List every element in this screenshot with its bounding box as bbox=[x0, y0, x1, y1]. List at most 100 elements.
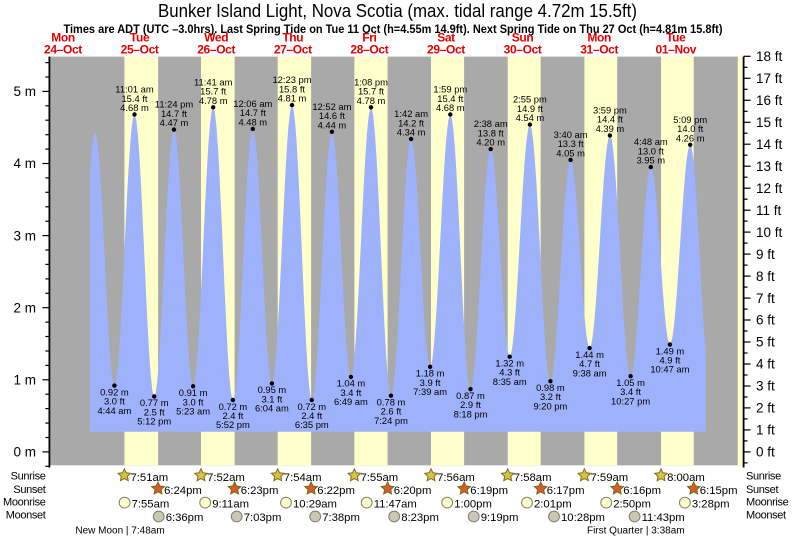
svg-text:17 ft: 17 ft bbox=[756, 71, 783, 86]
svg-text:12:52 am: 12:52 am bbox=[312, 101, 351, 112]
svg-text:2:50pm: 2:50pm bbox=[613, 499, 651, 511]
svg-text:Moonset: Moonset bbox=[6, 509, 46, 521]
svg-text:7:38pm: 7:38pm bbox=[322, 512, 360, 524]
svg-text:25–Oct: 25–Oct bbox=[121, 42, 159, 56]
svg-text:1 ft: 1 ft bbox=[756, 423, 775, 438]
svg-text:12:23 pm: 12:23 pm bbox=[272, 74, 311, 85]
svg-text:4.47 m: 4.47 m bbox=[160, 117, 189, 128]
svg-text:14.7 ft: 14.7 ft bbox=[161, 108, 187, 119]
svg-text:Moonrise: Moonrise bbox=[3, 497, 46, 509]
svg-text:8:18 pm: 8:18 pm bbox=[454, 408, 488, 419]
svg-text:0.98 m: 0.98 m bbox=[536, 382, 565, 393]
svg-text:11:41 am: 11:41 am bbox=[194, 76, 233, 87]
svg-text:30–Oct: 30–Oct bbox=[504, 42, 542, 56]
svg-text:7:51am: 7:51am bbox=[131, 472, 169, 484]
svg-text:4.3 ft: 4.3 ft bbox=[499, 367, 520, 378]
svg-text:3.4 ft: 3.4 ft bbox=[620, 386, 641, 397]
svg-text:5:23 am: 5:23 am bbox=[176, 406, 210, 417]
svg-text:4.05 m: 4.05 m bbox=[556, 147, 585, 158]
svg-text:1:08 pm: 1:08 pm bbox=[354, 76, 388, 87]
svg-text:6:15pm: 6:15pm bbox=[700, 485, 738, 497]
svg-text:4.68 m: 4.68 m bbox=[436, 102, 465, 113]
svg-text:0.72 m: 0.72 m bbox=[297, 401, 326, 412]
svg-text:4.20 m: 4.20 m bbox=[476, 137, 505, 148]
svg-text:4.68 m: 4.68 m bbox=[120, 102, 149, 113]
svg-text:0 ft: 0 ft bbox=[756, 445, 775, 460]
svg-text:Sunset: Sunset bbox=[746, 484, 778, 496]
svg-text:4.44 m: 4.44 m bbox=[318, 119, 347, 130]
svg-text:Sat: Sat bbox=[437, 30, 455, 44]
svg-text:5:12 pm: 5:12 pm bbox=[137, 416, 171, 427]
svg-text:7:56am: 7:56am bbox=[437, 472, 475, 484]
svg-text:6:16pm: 6:16pm bbox=[623, 485, 661, 497]
svg-text:14.2 ft: 14.2 ft bbox=[398, 117, 424, 128]
svg-text:1 m: 1 m bbox=[13, 373, 36, 388]
svg-text:0 m: 0 m bbox=[13, 445, 36, 460]
svg-text:5:52 pm: 5:52 pm bbox=[216, 419, 250, 430]
svg-text:26–Oct: 26–Oct bbox=[197, 42, 235, 56]
svg-text:1.04 m: 1.04 m bbox=[337, 378, 366, 389]
svg-text:9:20 pm: 9:20 pm bbox=[533, 400, 567, 411]
svg-text:11:24 pm: 11:24 pm bbox=[155, 99, 194, 110]
svg-text:2:01pm: 2:01pm bbox=[534, 499, 572, 511]
svg-text:3:28pm: 3:28pm bbox=[692, 499, 730, 511]
svg-text:7:59am: 7:59am bbox=[591, 472, 629, 484]
svg-text:4 ft: 4 ft bbox=[756, 357, 775, 372]
svg-text:1.44 m: 1.44 m bbox=[575, 349, 604, 360]
svg-text:2.9 ft: 2.9 ft bbox=[460, 399, 481, 410]
svg-text:7 ft: 7 ft bbox=[756, 291, 775, 306]
svg-text:5 m: 5 m bbox=[13, 84, 36, 99]
svg-text:10 ft: 10 ft bbox=[756, 225, 783, 240]
svg-text:3.0 ft: 3.0 ft bbox=[183, 396, 204, 407]
svg-text:7:03pm: 7:03pm bbox=[244, 512, 282, 524]
svg-text:0.91 m: 0.91 m bbox=[179, 387, 208, 398]
svg-text:4:44 am: 4:44 am bbox=[97, 405, 131, 416]
svg-text:3.9 ft: 3.9 ft bbox=[420, 377, 441, 388]
svg-text:2.6 ft: 2.6 ft bbox=[381, 406, 402, 417]
svg-text:14.4 ft: 14.4 ft bbox=[597, 114, 623, 125]
svg-text:6:04 am: 6:04 am bbox=[255, 403, 289, 414]
svg-text:0.87 m: 0.87 m bbox=[456, 390, 485, 401]
svg-text:4.39 m: 4.39 m bbox=[596, 123, 625, 134]
svg-text:Mon: Mon bbox=[51, 30, 75, 44]
svg-text:7:58am: 7:58am bbox=[514, 472, 552, 484]
svg-text:11:47am: 11:47am bbox=[374, 499, 417, 511]
svg-text:0.72 m: 0.72 m bbox=[219, 401, 248, 412]
svg-text:9 ft: 9 ft bbox=[756, 247, 775, 262]
svg-text:2.4 ft: 2.4 ft bbox=[222, 410, 243, 421]
svg-text:10:47 am: 10:47 am bbox=[650, 364, 689, 375]
svg-text:Bunker Island Light, Nova Scot: Bunker Island Light, Nova Scotia (max. t… bbox=[158, 1, 637, 21]
svg-text:3:40 am: 3:40 am bbox=[554, 129, 588, 140]
svg-text:12:06 am: 12:06 am bbox=[233, 98, 272, 109]
svg-text:4.9 ft: 4.9 ft bbox=[659, 355, 680, 366]
svg-text:6:20pm: 6:20pm bbox=[394, 485, 432, 497]
svg-text:Sunrise: Sunrise bbox=[746, 470, 781, 482]
svg-text:9:19pm: 9:19pm bbox=[481, 512, 519, 524]
svg-text:14.6 ft: 14.6 ft bbox=[319, 110, 345, 121]
svg-text:Sunrise: Sunrise bbox=[11, 470, 46, 482]
svg-text:6:19pm: 6:19pm bbox=[470, 485, 508, 497]
svg-text:Tue: Tue bbox=[666, 30, 686, 44]
svg-text:Fri: Fri bbox=[362, 30, 376, 44]
svg-text:9:38 am: 9:38 am bbox=[573, 367, 607, 378]
svg-text:Tue: Tue bbox=[130, 30, 150, 44]
svg-text:2:38 am: 2:38 am bbox=[474, 118, 508, 129]
svg-text:7:54am: 7:54am bbox=[284, 472, 322, 484]
svg-text:1.49 m: 1.49 m bbox=[656, 345, 685, 356]
svg-text:11 ft: 11 ft bbox=[756, 203, 782, 218]
svg-text:2.5 ft: 2.5 ft bbox=[144, 406, 165, 417]
svg-text:7:55am: 7:55am bbox=[132, 499, 170, 511]
svg-text:4.54 m: 4.54 m bbox=[516, 112, 545, 123]
svg-text:13.3 ft: 13.3 ft bbox=[558, 138, 584, 149]
svg-text:8 ft: 8 ft bbox=[756, 269, 775, 284]
svg-text:Thu: Thu bbox=[282, 30, 303, 44]
svg-text:24–Oct: 24–Oct bbox=[44, 42, 82, 56]
svg-text:Sun: Sun bbox=[512, 30, 534, 44]
svg-text:4.34 m: 4.34 m bbox=[397, 127, 426, 138]
svg-text:11:01 am: 11:01 am bbox=[115, 84, 154, 95]
svg-text:8:23pm: 8:23pm bbox=[401, 512, 439, 524]
svg-text:Moonset: Moonset bbox=[746, 509, 786, 521]
svg-text:01–Nov: 01–Nov bbox=[656, 42, 697, 56]
svg-text:4.81 m: 4.81 m bbox=[278, 93, 307, 104]
svg-text:3:59 pm: 3:59 pm bbox=[593, 105, 627, 116]
